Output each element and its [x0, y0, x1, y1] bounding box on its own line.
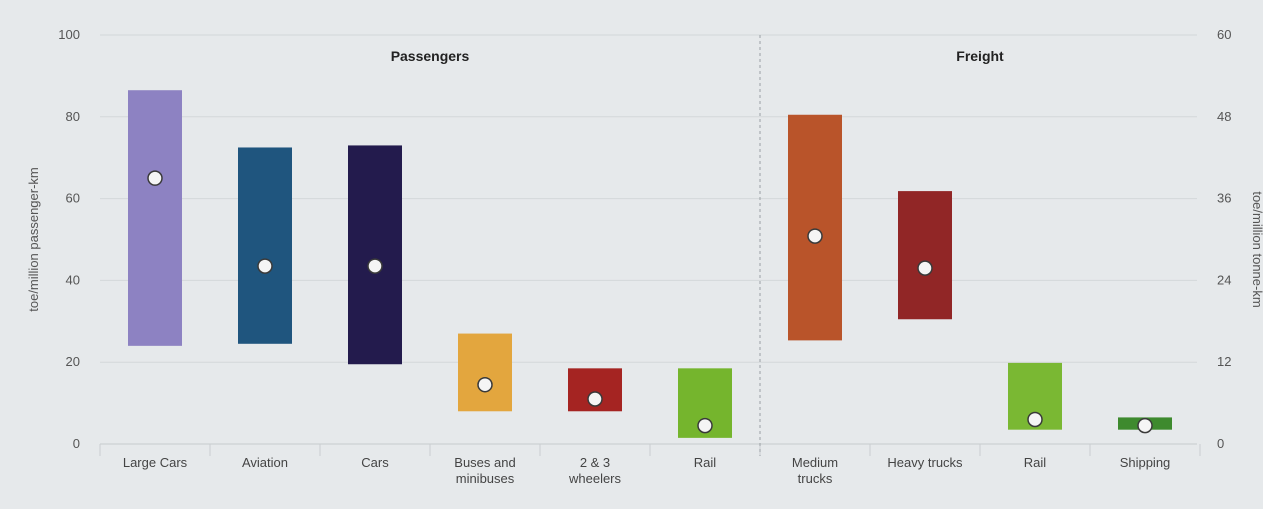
- x-category-label: Rail: [694, 455, 717, 470]
- range-bar: [348, 145, 402, 365]
- y-right-tick-label: 36: [1217, 191, 1231, 206]
- y-left-tick-label: 20: [66, 354, 80, 369]
- x-category-label: wheelers: [568, 471, 622, 486]
- average-marker: [917, 260, 933, 276]
- x-category-label: Aviation: [242, 455, 288, 470]
- y-left-axis-title: toe/million passenger-km: [26, 167, 41, 312]
- average-marker: [807, 228, 823, 244]
- average-marker: [1027, 411, 1043, 428]
- x-category-label: minibuses: [456, 471, 515, 486]
- range-bar: [238, 147, 292, 344]
- average-marker: [477, 376, 493, 393]
- range-bar: [128, 90, 182, 346]
- average-marker: [697, 417, 713, 434]
- x-category-label: Cars: [361, 455, 389, 470]
- average-marker: [367, 258, 383, 274]
- y-left-tick-label: 60: [66, 191, 80, 206]
- x-category-label: Buses and: [454, 455, 515, 470]
- y-left-tick-label: 80: [66, 109, 80, 124]
- range-bar: [898, 191, 952, 320]
- y-right-tick-label: 24: [1217, 272, 1231, 287]
- range-bar: [788, 114, 842, 341]
- x-category-label: Large Cars: [123, 455, 188, 470]
- x-category-label: 2 & 3: [580, 455, 610, 470]
- average-marker: [587, 391, 603, 407]
- average-marker: [257, 258, 273, 274]
- y-left-tick-label: 0: [73, 436, 80, 451]
- group-title-passengers: Passengers: [391, 48, 470, 64]
- average-marker: [1137, 417, 1153, 434]
- x-category-label: Heavy trucks: [887, 455, 963, 470]
- group-title-freight: Freight: [956, 48, 1004, 64]
- y-left-tick-label: 100: [58, 27, 80, 42]
- y-right-axis-title: toe/million tonne-km: [1250, 191, 1263, 307]
- average-marker: [147, 170, 163, 186]
- x-category-label: Medium: [792, 455, 838, 470]
- x-category-label: Rail: [1024, 455, 1047, 470]
- y-right-tick-label: 12: [1217, 354, 1231, 369]
- y-right-tick-label: 0: [1217, 436, 1224, 451]
- x-category-label: trucks: [798, 471, 833, 486]
- range-bar: [458, 333, 512, 412]
- y-right-tick-label: 60: [1217, 27, 1231, 42]
- y-left-tick-label: 40: [66, 272, 80, 287]
- x-category-label: Shipping: [1120, 455, 1171, 470]
- y-right-tick-label: 48: [1217, 109, 1231, 124]
